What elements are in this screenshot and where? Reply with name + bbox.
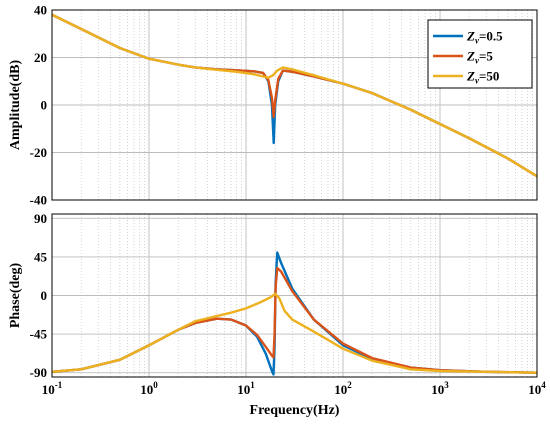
amplitude-y-tick-label: 40	[34, 3, 47, 18]
phase-y-tick-label: -45	[30, 327, 48, 342]
x-tick-label: 102	[334, 380, 352, 397]
x-tick-label: 104	[528, 380, 546, 397]
legend: Zv=0.5 Zv=5 Zv=50	[427, 19, 533, 89]
phase-y-tick-label: -90	[30, 365, 47, 380]
phase-y-axis-title: Phase(deg)	[8, 263, 23, 329]
x-tick-label: 103	[431, 380, 449, 397]
phase-y-tick-label: 0	[41, 288, 48, 303]
amplitude-y-tick-label: -20	[30, 145, 47, 160]
legend-label-3: Zv=50	[466, 69, 499, 86]
amplitude-y-tick-label: 0	[41, 98, 48, 113]
x-tick-label: 101	[237, 380, 255, 397]
legend-label-1: Zv=0.5	[466, 29, 503, 46]
x-tick-label: 100	[140, 380, 158, 397]
phase-series-line-3	[52, 292, 537, 374]
legend-label-2: Zv=5	[466, 49, 493, 66]
x-tick-label: 10-1	[42, 380, 63, 397]
amplitude-y-axis-title: Amplitude(dB)	[8, 60, 23, 151]
amplitude-series-line-3	[52, 13, 537, 178]
phase-y-tick-label: 45	[34, 249, 48, 264]
amplitude-axes-frame	[51, 9, 538, 201]
amplitude-y-tick-label: -40	[30, 193, 47, 208]
phase-axes-frame	[51, 213, 538, 378]
x-axis-title: Frequency(Hz)	[250, 403, 340, 418]
amplitude-y-tick-label: 20	[34, 50, 47, 65]
phase-y-tick-label: 90	[34, 211, 47, 226]
